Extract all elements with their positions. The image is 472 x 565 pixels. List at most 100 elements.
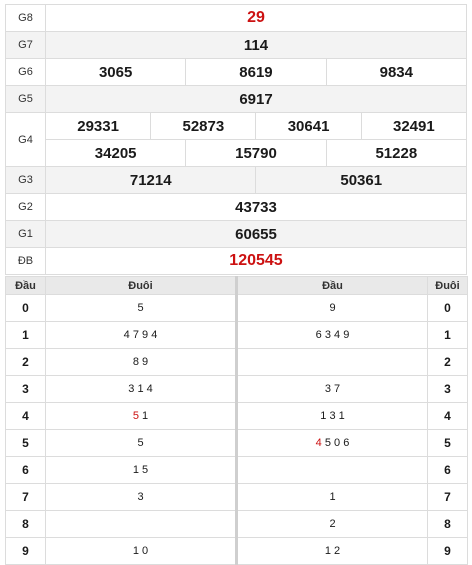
prize-label: G4 bbox=[5, 112, 46, 167]
head-digits: 1 bbox=[329, 491, 336, 503]
loto-head-list: 1 bbox=[236, 483, 428, 511]
special-prize-number: 120545 bbox=[45, 247, 467, 275]
loto-head-list: 1 3 1 bbox=[236, 402, 428, 430]
prize-row-g4: G4 29331 52873 30641 32491 bbox=[5, 112, 468, 167]
prize-label: G7 bbox=[5, 31, 46, 59]
loto-row: 0 5 9 0 bbox=[5, 294, 468, 322]
loto-head-list: 9 bbox=[236, 294, 428, 322]
loto-row: 8 2 8 bbox=[5, 510, 468, 538]
head-digits: 3 7 bbox=[324, 383, 341, 395]
tail-digits: 3 1 4 bbox=[128, 383, 153, 395]
prize-label: G1 bbox=[5, 220, 46, 248]
prize-number: 52873 bbox=[150, 112, 257, 140]
prize-number: 30641 bbox=[255, 112, 362, 140]
prize-table: G8 29 G7 114 G6 3065 8619 9834 G5 6917 G… bbox=[5, 4, 468, 275]
loto-head-list: 6 3 4 9 bbox=[236, 321, 428, 349]
header-dau-right: Đầu bbox=[236, 276, 428, 295]
tail-digits: 1 bbox=[138, 410, 149, 422]
prize-number: 29331 bbox=[44, 112, 152, 140]
loto-tail-digit: 9 bbox=[427, 537, 468, 565]
prize-label: G2 bbox=[5, 193, 46, 221]
prize-number: 15790 bbox=[185, 139, 327, 167]
loto-head-digit: 4 bbox=[5, 402, 46, 430]
loto-row: 9 1 0 1 2 9 bbox=[5, 537, 468, 565]
head-digits: 5 0 6 bbox=[321, 437, 350, 449]
loto-head-digit: 2 bbox=[5, 348, 46, 376]
loto-head-list: 1 2 bbox=[236, 537, 428, 565]
prize-row-g2: G2 43733 bbox=[5, 193, 467, 221]
loto-tail-list bbox=[45, 510, 238, 538]
prize-row-g4-second: 34205 15790 51228 bbox=[6, 139, 468, 167]
prize-number: 29 bbox=[45, 4, 467, 32]
tail-digits: 3 bbox=[137, 491, 144, 503]
loto-head-list: 3 7 bbox=[236, 375, 428, 403]
prize-number: 60655 bbox=[45, 220, 467, 248]
loto-tail-list: 1 5 bbox=[45, 456, 238, 484]
prize-row-g5: G5 6917 bbox=[5, 85, 467, 113]
results-container: G8 29 G7 114 G6 3065 8619 9834 G5 6917 G… bbox=[5, 4, 468, 565]
tail-digits: 5 bbox=[137, 302, 144, 314]
loto-row: 3 3 1 4 3 7 3 bbox=[5, 375, 468, 403]
loto-tail-list: 5 1 bbox=[45, 402, 238, 430]
loto-tail-digit: 4 bbox=[427, 402, 468, 430]
loto-head-list: 4 5 0 6 bbox=[236, 429, 428, 457]
head-digits: 2 bbox=[329, 518, 336, 530]
loto-tail-digit: 2 bbox=[427, 348, 468, 376]
head-digits: 6 3 4 9 bbox=[315, 329, 350, 341]
loto-tail-list: 4 7 9 4 bbox=[45, 321, 238, 349]
loto-tail-digit: 6 bbox=[427, 456, 468, 484]
highlight-digit: 4 bbox=[315, 437, 322, 449]
tail-digits: 8 9 bbox=[132, 356, 149, 368]
prize-number: 8619 bbox=[185, 58, 327, 86]
loto-head-digit: 1 bbox=[5, 321, 46, 349]
prize-number: 50361 bbox=[255, 166, 467, 194]
loto-tail-digit: 7 bbox=[427, 483, 468, 511]
prize-label: G8 bbox=[5, 4, 46, 32]
loto-head-digit: 7 bbox=[5, 483, 46, 511]
tail-digits: 5 bbox=[137, 437, 144, 449]
head-digits: 9 bbox=[329, 302, 336, 314]
loto-tail-list: 5 bbox=[45, 294, 238, 322]
loto-head-digit: 0 bbox=[5, 294, 46, 322]
loto-tail-digit: 1 bbox=[427, 321, 468, 349]
tail-digits: 4 7 9 4 bbox=[123, 329, 158, 341]
loto-head-list: 2 bbox=[236, 510, 428, 538]
prize-number: 51228 bbox=[325, 139, 468, 167]
header-duoi-left: Đuôi bbox=[45, 276, 238, 295]
loto-tail-list: 1 0 bbox=[45, 537, 238, 565]
prize-number: 3065 bbox=[44, 58, 187, 86]
loto-head-digit: 6 bbox=[5, 456, 46, 484]
prize-label: G5 bbox=[5, 85, 46, 113]
loto-row: 7 3 1 7 bbox=[5, 483, 468, 511]
loto-row: 1 4 7 9 4 6 3 4 9 1 bbox=[5, 321, 468, 349]
loto-tail-digit: 3 bbox=[427, 375, 468, 403]
loto-row: 6 1 5 6 bbox=[5, 456, 468, 484]
prize-row-g1: G1 60655 bbox=[5, 220, 467, 248]
prize-number: 9834 bbox=[325, 58, 468, 86]
prize-label: ĐB bbox=[5, 247, 46, 275]
tail-digits: 1 5 bbox=[132, 464, 149, 476]
loto-head-list bbox=[236, 456, 428, 484]
loto-head-digit: 3 bbox=[5, 375, 46, 403]
loto-head-list bbox=[236, 348, 428, 376]
loto-tail-list: 3 1 4 bbox=[45, 375, 238, 403]
header-dau-left: Đầu bbox=[5, 276, 46, 295]
loto-tail-digit: 0 bbox=[427, 294, 468, 322]
header-duoi-right: Đuôi bbox=[427, 276, 468, 295]
head-digits: 1 2 bbox=[324, 545, 341, 557]
prize-row-g7: G7 114 bbox=[5, 31, 467, 59]
prize-number: 43733 bbox=[45, 193, 467, 221]
loto-tail-list: 3 bbox=[45, 483, 238, 511]
prize-number: 32491 bbox=[360, 112, 468, 140]
loto-head-digit: 9 bbox=[5, 537, 46, 565]
tail-digits: 1 0 bbox=[132, 545, 149, 557]
prize-row-g6: G6 3065 8619 9834 bbox=[5, 58, 468, 86]
prize-number: 71214 bbox=[44, 166, 257, 194]
loto-head-digit: 5 bbox=[5, 429, 46, 457]
loto-tail-digit: 5 bbox=[427, 429, 468, 457]
head-digits: 1 3 1 bbox=[320, 410, 345, 422]
prize-label: G6 bbox=[5, 58, 46, 86]
